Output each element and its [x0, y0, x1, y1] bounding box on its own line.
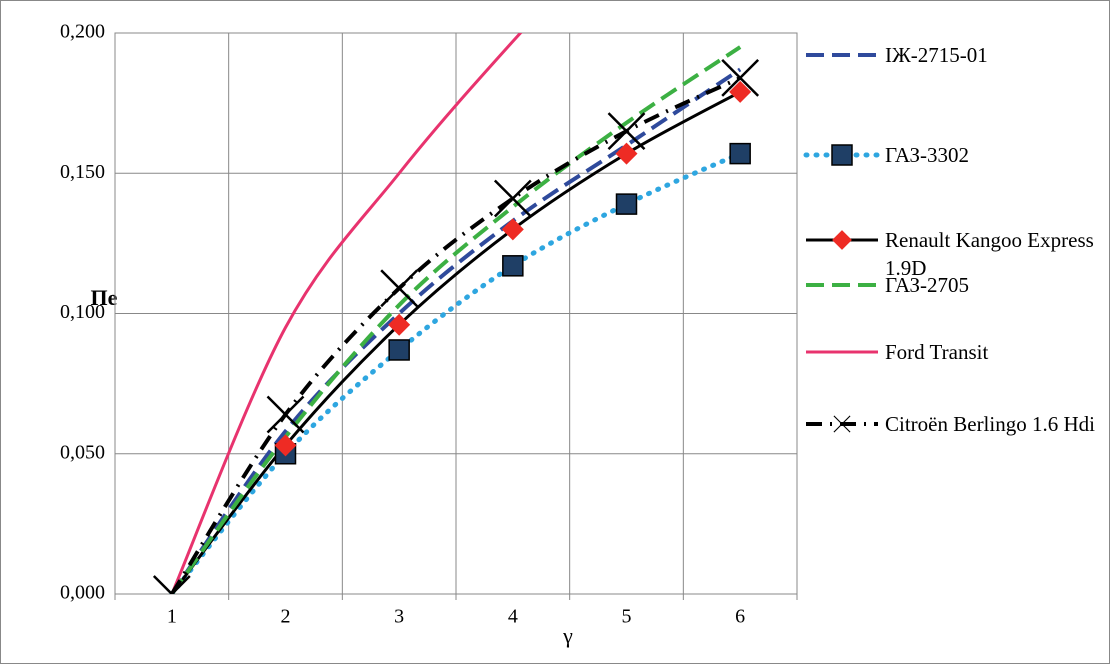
marker: [729, 142, 751, 165]
plot-series: [152, 33, 760, 594]
x-tick-label: 4: [508, 606, 518, 628]
marker: [493, 179, 532, 218]
legend-marker: [832, 230, 852, 250]
y-tick-label: 0,000: [60, 582, 105, 604]
legend-label: Renault Kangoo Express 1.9D: [885, 228, 1094, 280]
y-tick-label: 0,100: [60, 301, 105, 323]
x-axis-label: γ: [562, 623, 573, 648]
marker: [721, 58, 760, 97]
marker: [501, 218, 524, 241]
y-axis-label: Пе: [91, 285, 118, 310]
x-tick-label: 6: [735, 606, 745, 628]
marker: [274, 434, 297, 457]
series-line: [170, 33, 523, 594]
legend-marker: [831, 144, 853, 166]
marker: [388, 339, 410, 361]
legend-label: ІЖ-2715-01: [885, 43, 988, 67]
legend-label: ГАЗ-3302: [885, 143, 970, 167]
marker: [615, 193, 638, 215]
x-tick-label: 2: [281, 606, 291, 628]
x-tick-label: 3: [394, 606, 404, 628]
y-tick-label: 0,150: [60, 161, 105, 183]
x-tick-label: 1: [167, 606, 177, 628]
marker: [152, 575, 191, 594]
series-line: [169, 151, 743, 594]
legend-label: Citroën Berlingo 1.6 Hdi: [885, 412, 1095, 436]
legend-label: Ford Transit: [885, 340, 989, 364]
y-tick-label: 0,200: [60, 21, 105, 43]
marker: [380, 269, 419, 308]
marker: [388, 313, 411, 336]
marker: [502, 255, 524, 277]
series-line: [170, 67, 742, 594]
marker: [607, 112, 646, 151]
marker: [729, 80, 752, 103]
series-line: [170, 45, 742, 594]
y-tick-label: 0,050: [60, 441, 105, 463]
marker: [615, 142, 638, 165]
x-tick-label: 5: [622, 606, 632, 628]
marker: [266, 395, 305, 434]
legend-label: ГАЗ-2705: [885, 273, 970, 297]
legend-marker: [833, 415, 851, 433]
